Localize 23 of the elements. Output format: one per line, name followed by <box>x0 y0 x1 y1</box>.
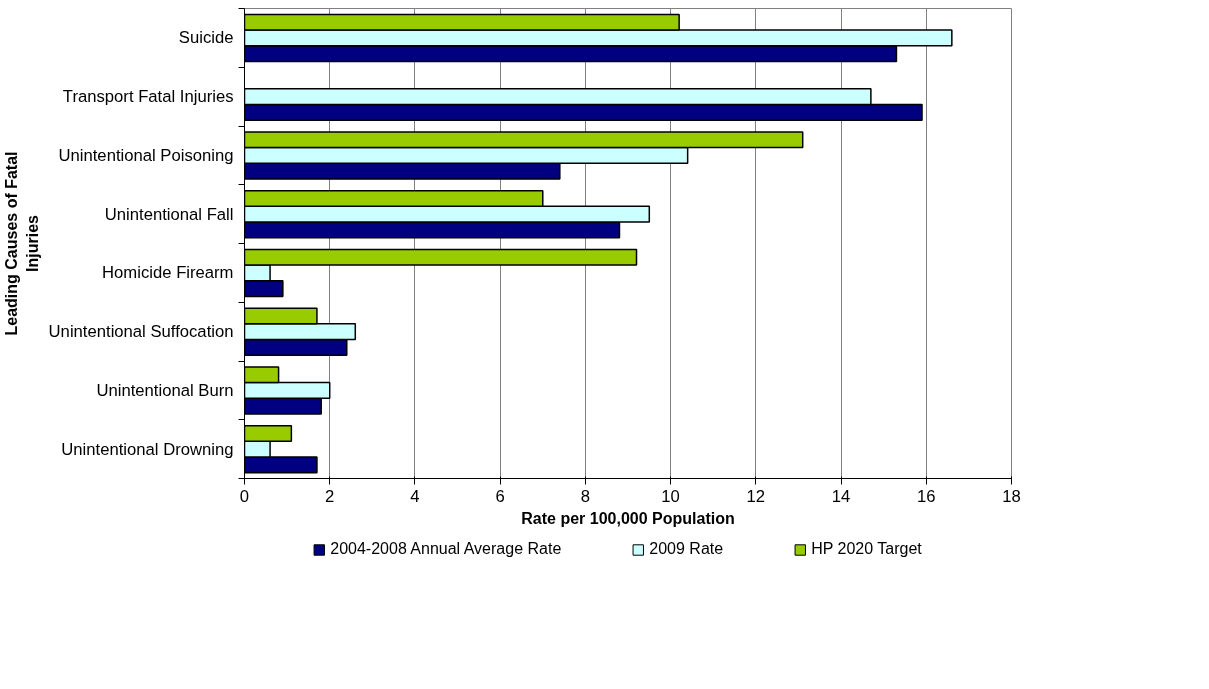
x-tick-label: 10 <box>661 486 680 506</box>
legend-label: HP 2020 Target <box>811 540 922 558</box>
x-tick-label: 0 <box>239 486 250 506</box>
y-tick-label: Unintentional Burn <box>96 380 234 400</box>
y-tick-label: Unintentional Poisoning <box>58 145 234 165</box>
y-tick-label: Unintentional Fall <box>104 204 234 224</box>
y-tick-label: Transport Fatal Injuries <box>62 87 234 107</box>
x-tick-label: 12 <box>746 486 766 506</box>
legend-label: 2004-2008 Annual Average Rate <box>330 540 562 558</box>
y-tick-label: Homicide Firearm <box>102 263 234 283</box>
y-tick-label: Unintentional Suffocation <box>48 322 234 342</box>
legend-label: 2009 Rate <box>649 540 724 558</box>
x-tick-label: 14 <box>831 486 851 506</box>
x-tick-label: 4 <box>410 486 420 506</box>
x-axis-title: Rate per 100,000 Population <box>521 509 735 527</box>
x-tick-label: 8 <box>580 486 591 506</box>
x-tick-label: 6 <box>495 486 505 506</box>
x-tick-label: 16 <box>917 486 936 506</box>
y-axis-title: Leading Causes of Fatal Injuries <box>3 151 41 336</box>
y-tick-label: Unintentional Drowning <box>61 439 234 459</box>
x-tick-label: 18 <box>1002 486 1021 506</box>
x-tick-label: 2 <box>325 486 335 506</box>
y-tick-label: Suicide <box>178 28 234 48</box>
